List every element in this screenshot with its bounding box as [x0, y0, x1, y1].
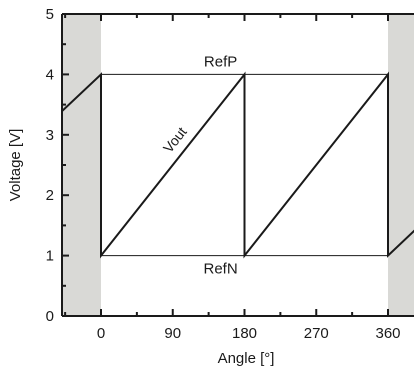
y-tick-label-5: 5 [46, 6, 54, 23]
series-label-vout: Vout [160, 124, 190, 156]
ref-label-refp: RefP [204, 53, 237, 70]
shaded-region-1 [388, 14, 414, 316]
x-tick-label-360: 360 [375, 325, 400, 342]
y-tick-label-1: 1 [46, 248, 54, 265]
y-tick-label-2: 2 [46, 187, 54, 204]
x-tick-label-270: 270 [304, 325, 329, 342]
axes [61, 13, 414, 317]
shaded-regions [62, 14, 414, 316]
y-tick-label-3: 3 [46, 127, 54, 144]
shaded-region-0 [62, 14, 101, 316]
y-axis-label: Voltage [V] [7, 129, 24, 202]
x-axis-label: Angle [°] [218, 350, 275, 367]
series-line-vout [62, 71, 414, 259]
y-tick-label-0: 0 [46, 308, 54, 325]
x-tick-label-0: 0 [97, 325, 105, 342]
ticks [62, 13, 389, 317]
y-tick-label-4: 4 [46, 66, 54, 83]
series-lines [62, 71, 414, 259]
x-tick-label-90: 90 [164, 325, 181, 342]
x-tick-label-180: 180 [232, 325, 257, 342]
ref-label-refn: RefN [203, 261, 237, 278]
labels: RefP RefN Vout 0 1 2 3 4 5 0 90 180 270 360 Angle [°] V… [7, 6, 401, 367]
